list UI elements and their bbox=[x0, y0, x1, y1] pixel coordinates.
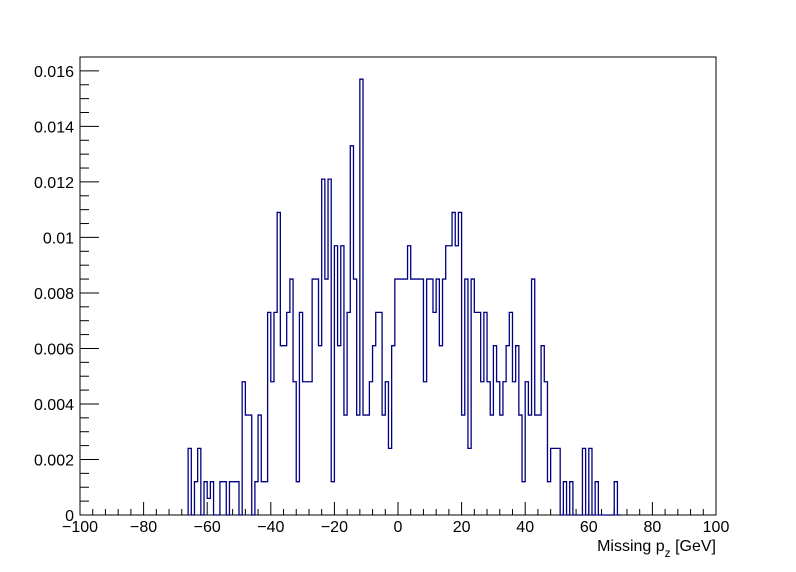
x-tick-label: 0 bbox=[394, 519, 403, 536]
histogram-series-line bbox=[187, 78, 621, 516]
x-tick-label: 60 bbox=[580, 519, 598, 536]
y-tick-label: 0.002 bbox=[34, 452, 74, 469]
y-axis-tick-labels: 0 0.002 0.004 0.006 0.008 0.01 0.012 0.014 0.016 bbox=[34, 64, 74, 525]
x-tick-label: −20 bbox=[321, 519, 348, 536]
y-tick-label: 0.008 bbox=[34, 286, 74, 303]
y-tick-label: 0.01 bbox=[43, 230, 74, 247]
x-axis-title-subscript: z bbox=[665, 546, 671, 560]
y-tick-label: 0.004 bbox=[34, 397, 74, 414]
x-axis-tick-labels: −100 −80 −60 −40 −20 0 20 40 60 80 100 bbox=[62, 519, 729, 536]
x-tick-label: −60 bbox=[194, 519, 221, 536]
x-axis-title: Missing pz [GeV] bbox=[597, 538, 716, 560]
x-tick-label: 20 bbox=[453, 519, 471, 536]
y-tick-label: 0 bbox=[65, 508, 74, 525]
x-tick-label: 80 bbox=[644, 519, 662, 536]
y-tick-label: 0.012 bbox=[34, 175, 74, 192]
x-tick-label: −40 bbox=[257, 519, 284, 536]
x-tick-label: 40 bbox=[516, 519, 534, 536]
x-tick-label: −80 bbox=[130, 519, 157, 536]
y-tick-label: 0.014 bbox=[34, 119, 74, 136]
y-axis-ticks bbox=[80, 56, 99, 516]
x-axis-title-main: Missing p bbox=[597, 538, 665, 555]
x-axis-ticks bbox=[79, 502, 717, 515]
x-tick-label: 100 bbox=[703, 519, 730, 536]
y-tick-label: 0.006 bbox=[34, 341, 74, 358]
x-tick-label: −100 bbox=[62, 519, 98, 536]
y-tick-label: 0.016 bbox=[34, 64, 74, 81]
x-axis-title-unit: [GeV] bbox=[671, 538, 716, 555]
